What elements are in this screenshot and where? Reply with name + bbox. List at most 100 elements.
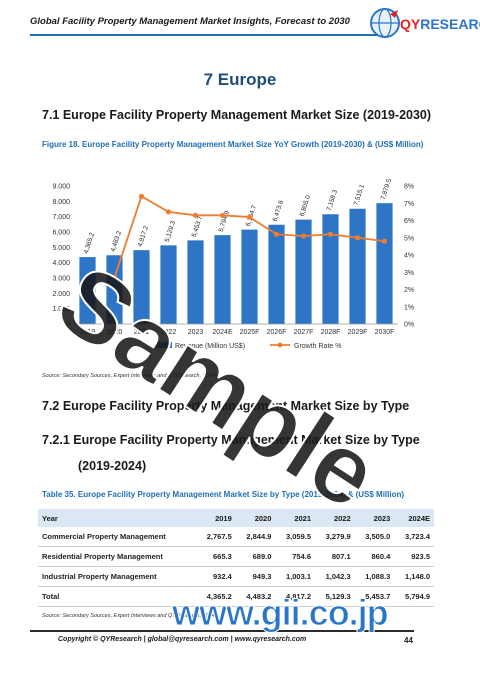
growth-point: [165, 209, 172, 215]
x-tick-label: 2024E: [212, 329, 233, 336]
growth-point: [354, 235, 361, 241]
y-axis-left: 0 1.000 2.000 3.000 4.000 5.000 6.000 7.000 8.00…: [52, 184, 70, 329]
table-header-cell: 2022: [315, 509, 355, 527]
table-cell: 860.4: [354, 546, 395, 567]
bar-data-label: 6,473.6: [272, 199, 285, 222]
qyresearch-logo: QYRESEARCH: [368, 6, 480, 42]
table-cell: 949.3: [235, 566, 276, 587]
y2-tick-label: 7%: [404, 201, 414, 208]
bar-data-label: 5,794.9: [218, 210, 231, 233]
legend-label-revenue: Revenue (Million US$): [175, 343, 245, 350]
table-cell: 923.5: [394, 546, 434, 567]
y2-tick-label: 6%: [404, 218, 414, 225]
bar: [160, 245, 177, 324]
y2-tick-label: 1%: [404, 304, 414, 311]
bar-data-label: 4,365.2: [83, 232, 96, 255]
growth-point: [192, 212, 199, 218]
y-axis-right: 0% 1% 2% 3% 4% 5% 6% 7% 8%: [404, 184, 414, 329]
section-heading-years: (2019-2024): [78, 459, 147, 473]
y2-tick-label: 2%: [404, 287, 414, 294]
table-header-cell: 2020: [235, 509, 276, 527]
table-row: Residential Property Management 665.3 689.…: [38, 546, 434, 567]
x-tick-label: 2026F: [267, 329, 287, 336]
table-cell: 1,148.0: [394, 566, 434, 587]
x-tick-label: 2027F: [294, 329, 314, 336]
table-header-cell: 2024E: [394, 509, 434, 527]
growth-point: [273, 231, 280, 237]
x-tick-label: 2030F: [375, 329, 395, 336]
growth-point: [381, 238, 388, 244]
figure-caption: Figure 18. Europe Facility Property Mana…: [42, 140, 424, 149]
legend-swatch-revenue: [156, 342, 172, 348]
section-heading-7-2-1: 7.2.1 Europe Facility Property Managemen…: [42, 433, 420, 447]
table-cell: 3,723.4: [394, 527, 434, 547]
bar: [349, 208, 366, 324]
table-cell: 5,453.7: [354, 586, 395, 607]
table-cell: 665.3: [196, 546, 236, 567]
table-row: Total 4,365.2 4,483.2 4,817.2 5,129.3 5,453.7…: [38, 586, 434, 607]
bar-data-label: 7,515.1: [353, 183, 366, 206]
bar: [376, 203, 393, 324]
growth-point: [219, 212, 226, 218]
table-cell: 4,483.2: [235, 586, 276, 607]
section-heading-7-1: 7.1 Europe Facility Property Management …: [42, 108, 432, 122]
table-cell: 5,129.3: [315, 586, 355, 607]
bar: [241, 229, 258, 324]
chart-legend: Revenue (Million US$) Growth Rate %: [156, 342, 341, 350]
x-tick-label: 2020: [107, 329, 123, 336]
y-tick-label: 2.000: [52, 291, 70, 298]
table-row-label: Commercial Property Management: [38, 527, 197, 547]
table-row-label: Total: [38, 586, 197, 607]
gii-watermark: www.gii.co.jp: [172, 592, 390, 634]
y2-tick-label: 3%: [404, 270, 414, 277]
bar: [79, 257, 96, 324]
table-cell: 3,279.9: [315, 527, 355, 547]
table-row-label: Residential Property Management: [38, 546, 197, 567]
report-title: Global Facility Property Management Mark…: [30, 16, 350, 27]
bar: [322, 214, 339, 324]
growth-point: [327, 231, 334, 237]
table-caption: Table 35. Europe Facility Property Manag…: [42, 490, 405, 499]
page-header: Global Facility Property Management Mark…: [0, 0, 480, 46]
y-tick-label: 4.000: [52, 260, 70, 267]
legend-marker-growth: [277, 342, 283, 348]
bar: [268, 224, 285, 324]
table-cell: 2,844.9: [235, 527, 276, 547]
table-cell: 2,767.5: [196, 527, 236, 547]
growth-line-series: [111, 193, 388, 281]
growth-point: [111, 274, 118, 281]
bar-data-label: 5,129.3: [164, 220, 177, 243]
logo-text: QYRESEARCH: [400, 16, 480, 32]
bar-data-label: 7,879.5: [380, 178, 393, 201]
x-tick-label: 2022: [161, 329, 177, 336]
header-divider: [30, 34, 388, 36]
x-tick-label: 2029F: [348, 329, 368, 336]
table-row: Industrial Property Management 932.4 949.3…: [38, 566, 434, 587]
table-row-label: Industrial Property Management: [38, 566, 197, 587]
market-size-chart: 0 1.000 2.000 3.000 4.000 5.000 6.000 7.000 8.00…: [52, 178, 414, 350]
y2-tick-label: 0%: [404, 322, 414, 329]
x-tick-label: 2019: [80, 329, 96, 336]
table-cell: 1,003.1: [275, 566, 316, 587]
market-size-by-type-table: Year 2019 2020 2021 2022 2023 2024E Commercial…: [38, 509, 434, 607]
table-cell: 754.6: [275, 546, 316, 567]
legend-label-growth: Growth Rate %: [294, 343, 341, 350]
bar-data-label: 4,483.2: [110, 230, 123, 253]
bar-data-label: 7,158.3: [326, 189, 339, 212]
chart-source: Source: Secondary Sources, Expert Interv…: [42, 373, 215, 379]
table-cell: 1,042.3: [315, 566, 355, 587]
y-tick-label: 3.000: [52, 276, 70, 283]
table-body: Commercial Property Management 2,767.5 2,8…: [38, 527, 434, 607]
growth-point: [300, 233, 307, 239]
x-tick-label: 2023: [188, 329, 204, 336]
bar: [295, 219, 312, 324]
y-tick-label: 8.000: [52, 199, 70, 206]
y-tick-label: 7.000: [52, 214, 70, 221]
footer-copyright: Copyright © QYResearch | global@qyresear…: [58, 636, 307, 643]
y2-tick-label: 4%: [404, 253, 414, 260]
x-tick-label: 2028F: [321, 329, 341, 336]
table-header-row: Year 2019 2020 2021 2022 2023 2024E: [38, 509, 434, 527]
x-tick-label: 2025F: [240, 329, 260, 336]
page-number: 44: [404, 636, 413, 645]
table-header-cell: 2021: [275, 509, 316, 527]
